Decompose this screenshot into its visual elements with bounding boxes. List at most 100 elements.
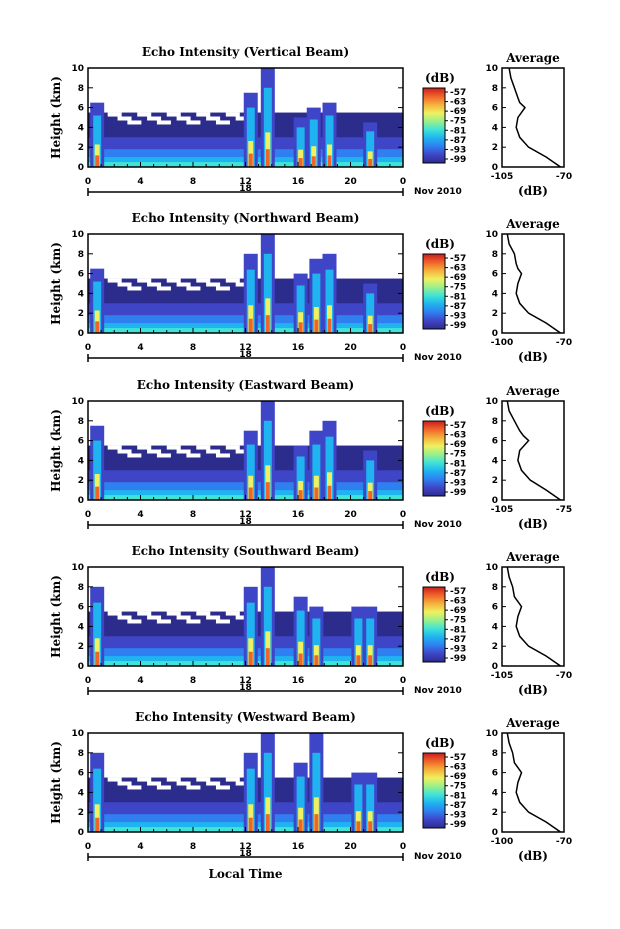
- y-tick-label: 6: [78, 769, 84, 779]
- no-echo-gap: [215, 619, 230, 624]
- colorbar: [422, 752, 446, 829]
- x-tick-label: 4: [137, 676, 143, 686]
- no-echo-gap: [215, 120, 230, 125]
- x-tick-label: 12: [239, 510, 252, 520]
- colorbar-tick-label: -69: [450, 273, 466, 283]
- no-echo-gap: [215, 453, 230, 458]
- x-tick-label: 4: [137, 177, 143, 187]
- plume-mid: [366, 293, 375, 333]
- no-echo-gap: [166, 611, 181, 616]
- no-echo-gap: [147, 615, 162, 620]
- panel-title: Echo Intensity (Northward Beam): [132, 211, 360, 225]
- y-tick-label: 2: [78, 476, 84, 486]
- x-tick-label: 4: [137, 343, 143, 353]
- no-echo-gap: [206, 615, 221, 620]
- y-tick-label: 4: [78, 622, 84, 632]
- x-tick-label: 16: [292, 177, 305, 187]
- plume-core: [368, 655, 373, 666]
- avg-x-tick-label: -105: [491, 172, 514, 182]
- no-echo-gap: [225, 777, 240, 782]
- plume-core: [356, 821, 361, 832]
- y-axis-label: Height (km): [49, 741, 63, 824]
- plume-mid: [309, 119, 318, 167]
- plume-mid: [93, 440, 102, 500]
- x-tick-label: 8: [190, 343, 196, 353]
- y-tick-label: 8: [78, 749, 84, 759]
- x-tick-label: 0: [400, 676, 406, 686]
- no-echo-gap: [107, 445, 122, 450]
- x-tick-label: 20: [344, 177, 357, 187]
- avg-y-tick-label: 10: [485, 729, 498, 739]
- colorbar-tick-label: -69: [450, 107, 466, 117]
- plume-core: [327, 485, 332, 500]
- plume-core: [327, 155, 332, 167]
- panel-title: Echo Intensity (Westward Beam): [135, 710, 356, 724]
- no-echo-gap: [137, 112, 152, 117]
- x-tick-label: 12: [239, 842, 252, 852]
- average-title: Average: [505, 716, 560, 730]
- plume-core: [265, 482, 270, 500]
- plume-core: [265, 149, 270, 167]
- x-tick-label: 8: [190, 510, 196, 520]
- avg-y-tick-label: 10: [485, 563, 498, 573]
- plume-core: [368, 324, 373, 333]
- x-tick-label: 0: [400, 343, 406, 353]
- y-tick-label: 6: [78, 437, 84, 447]
- avg-x-label: (dB): [518, 350, 548, 364]
- no-echo-gap: [166, 112, 181, 117]
- avg-y-tick-label: 8: [492, 84, 498, 94]
- day-label: 18: [239, 849, 252, 859]
- avg-y-tick-label: 8: [492, 417, 498, 427]
- x-tick-label: 0: [85, 343, 91, 353]
- plume-core: [298, 819, 303, 832]
- plume-mid: [246, 444, 255, 500]
- no-echo-gap: [235, 781, 250, 786]
- avg-y-tick-label: 2: [492, 642, 498, 652]
- plume-core: [95, 486, 100, 500]
- x-axis-label: Local Time: [208, 867, 282, 881]
- y-tick-label: 8: [78, 250, 84, 260]
- no-echo-gap: [196, 611, 211, 616]
- avg-y-tick-label: 2: [492, 476, 498, 486]
- plume-core: [265, 814, 270, 832]
- date-label: Nov 2010: [414, 686, 462, 696]
- colorbar-tick-label: -81: [450, 126, 466, 136]
- colorbar-tick-label: -81: [450, 791, 466, 801]
- avg-x-label: (dB): [518, 184, 548, 198]
- no-echo-gap: [176, 449, 191, 454]
- colorbar-tick-label: -93: [450, 644, 466, 654]
- y-tick-label: 2: [78, 143, 84, 153]
- plume-core: [314, 487, 319, 500]
- x-tick-label: 4: [137, 842, 143, 852]
- heatmap: [88, 234, 403, 333]
- plume-mid: [296, 285, 305, 333]
- plume-mid: [312, 273, 321, 333]
- no-echo-gap: [147, 781, 162, 786]
- date-label: Nov 2010: [414, 520, 462, 530]
- plume-mid: [366, 784, 375, 832]
- average-title: Average: [505, 217, 560, 231]
- avg-x-tick-label: -105: [491, 671, 514, 681]
- colorbar-tick-label: -57: [450, 88, 466, 98]
- colorbar-tick-label: -75: [450, 450, 466, 460]
- colorbar-tick-label: -87: [450, 302, 466, 312]
- plume-mid: [296, 456, 305, 500]
- x-tick-label: 0: [85, 842, 91, 852]
- avg-y-tick-label: 6: [492, 437, 498, 447]
- plume-core: [248, 651, 253, 666]
- no-echo-gap: [235, 116, 250, 121]
- avg-y-tick-label: 6: [492, 603, 498, 613]
- no-echo-gap: [206, 781, 221, 786]
- colorbar-tick-label: -81: [450, 459, 466, 469]
- plume-core: [95, 155, 100, 167]
- no-echo-gap: [156, 286, 171, 291]
- colorbar: [422, 87, 446, 164]
- avg-y-tick-label: 4: [492, 622, 498, 632]
- y-axis-label: Height (km): [49, 409, 63, 492]
- colorbar-tick-label: -87: [450, 635, 466, 645]
- colorbar-tick-label: -57: [450, 753, 466, 763]
- no-echo-gap: [156, 619, 171, 624]
- y-tick-label: 4: [78, 123, 84, 133]
- day-label: 18: [239, 517, 252, 527]
